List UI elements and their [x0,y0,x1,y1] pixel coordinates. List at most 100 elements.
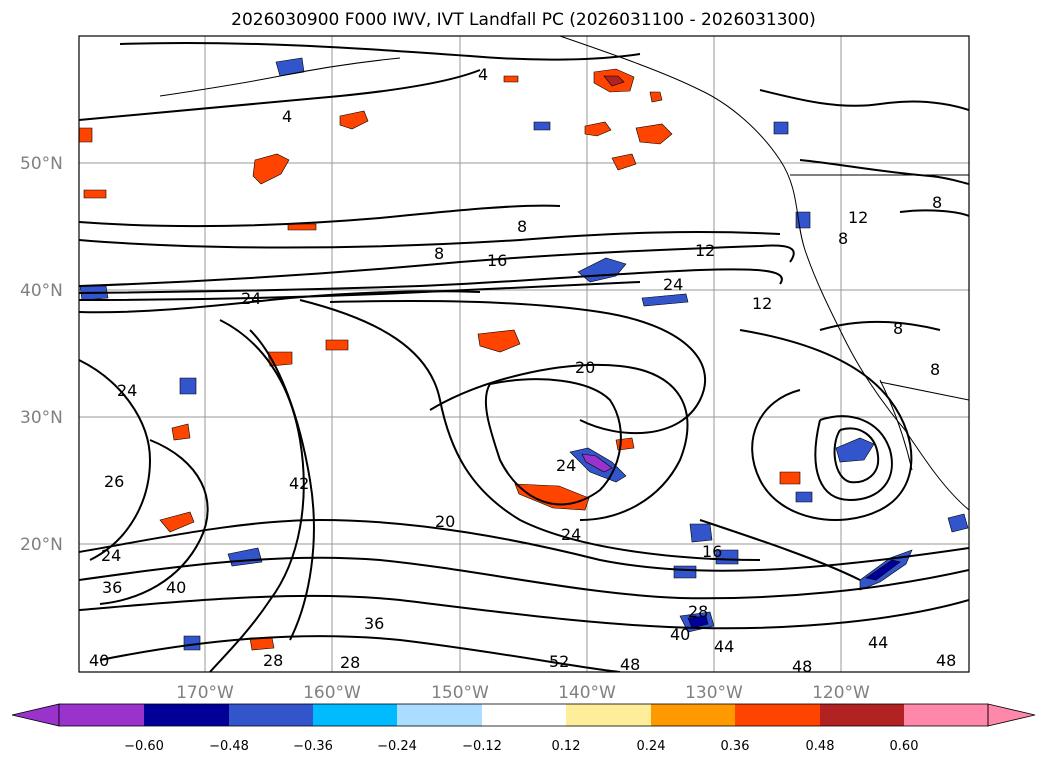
longitude-label: 120°W [812,683,870,703]
contour-label: 4 [282,107,292,126]
colorbar-extend-high [987,703,1036,727]
contour-line [329,300,706,435]
negative-anomaly-patch [179,377,197,395]
negative-anomaly-patch [581,453,613,473]
contour-label: 44 [714,637,734,656]
contour-line [119,41,641,61]
positive-anomaly-patch [79,127,93,143]
coastlines [159,36,969,511]
latitude-label: 50°N [20,154,63,174]
contour-label: 48 [620,655,640,674]
contour-line [299,299,761,561]
contour-label: 26 [104,472,124,491]
contour-label: 24 [117,381,137,400]
longitude-label: 150°W [431,683,489,703]
contour-line [79,556,969,600]
contour-line [739,329,913,521]
colorbar-segment [651,704,735,726]
contour-label: 28 [340,653,360,672]
colorbar-tick-label: −0.24 [377,739,417,754]
contour-label: 24 [101,546,121,565]
positive-anomaly-patch [83,189,107,199]
contour-line [79,204,561,228]
colorbar-tick-label: 0.48 [806,739,835,754]
contour-label: 24 [241,289,261,308]
contour-label: 24 [561,525,581,544]
contour-label: 20 [435,512,455,531]
colorbar-tick-label: −0.36 [293,739,333,754]
map-panel [79,36,969,672]
contour-label: 8 [893,319,903,338]
contour-line [99,635,621,672]
colorbar-frame [58,703,989,727]
contour-label: 20 [575,358,595,377]
anomaly-patches [79,57,969,651]
positive-anomaly-patch [603,75,625,87]
colorbar-segment [397,704,482,726]
colorbar-tick-label: 0.36 [721,739,750,754]
positive-anomaly-patch [779,471,801,485]
colorbar-extend-low [11,703,60,727]
colorbar-tick-label: −0.12 [462,739,502,754]
colorbar-tick-label: −0.60 [124,739,164,754]
contour-label: 24 [663,275,683,294]
positive-anomaly-patch [615,437,635,451]
map-frame [78,35,970,673]
negative-anomaly-patch [533,121,551,131]
positive-anomaly-patch [159,511,195,533]
colorbar-segment [482,704,566,726]
iwv-contours [79,41,969,672]
latitude-label: 30°N [20,408,63,428]
contour-line [79,244,795,287]
contour-label: 8 [838,229,848,248]
contour-label: 8 [517,217,527,236]
contour-label-group: 4 4 8 8 8 8 8 8 12 12 12 16 16 20 20 24 … [89,65,956,676]
colorbar-tick-label: −0.48 [209,739,249,754]
colorbar-segment [566,704,651,726]
negative-anomaly-patch [275,57,305,77]
contour-label: 48 [936,651,956,670]
contour-line [249,329,315,641]
longitude-label: 140°W [558,683,616,703]
contour-line [79,69,481,121]
contour-line [79,359,152,561]
colorbar-segment [59,704,144,726]
contour-label: 8 [434,244,444,263]
colorbar-tick-label: 0.60 [890,739,919,754]
positive-anomaly-patch [635,123,673,145]
contour-label: 16 [487,251,507,270]
negative-anomaly-patch [865,559,901,581]
coastline-alaska-islands [159,57,401,97]
negative-anomaly-patch [687,615,709,629]
contour-label: 36 [102,578,122,597]
contour-line [79,518,969,572]
positive-anomaly-patch [649,91,663,103]
contour-line [833,427,880,484]
contour-label: 8 [932,193,942,212]
longitude-label: 160°W [303,683,361,703]
colorbar-tick-label: 0.12 [552,739,581,754]
contour-line [484,378,622,506]
positive-anomaly-patch [325,339,349,351]
colorbar-tick-label: 0.24 [637,739,666,754]
colorbar-segment [229,704,313,726]
longitude-label: 170°W [176,683,234,703]
contour-label: 40 [670,625,690,644]
contour-line [209,319,305,672]
coastline-north-america [559,36,969,511]
colorbar-segment [144,704,229,726]
contour-line [759,89,969,111]
colorbar: −0.60 −0.48 −0.36 −0.24 −0.12 0.12 0.24 … [11,703,1036,754]
contour-label: 28 [263,651,283,670]
negative-anomaly-patch [773,121,789,135]
colorbar-segment [904,704,988,726]
negative-anomaly-patch [689,523,713,543]
coastline-baja [879,379,913,471]
contour-line [79,594,969,630]
negative-anomaly-patch [641,293,689,307]
positive-anomaly-patch [252,153,290,185]
positive-anomaly-patch [611,153,637,171]
longitude-axis: 170°W 160°W 150°W 140°W 130°W 120°W [176,683,870,703]
contour-line [899,209,969,217]
negative-anomaly-patch [835,437,875,463]
